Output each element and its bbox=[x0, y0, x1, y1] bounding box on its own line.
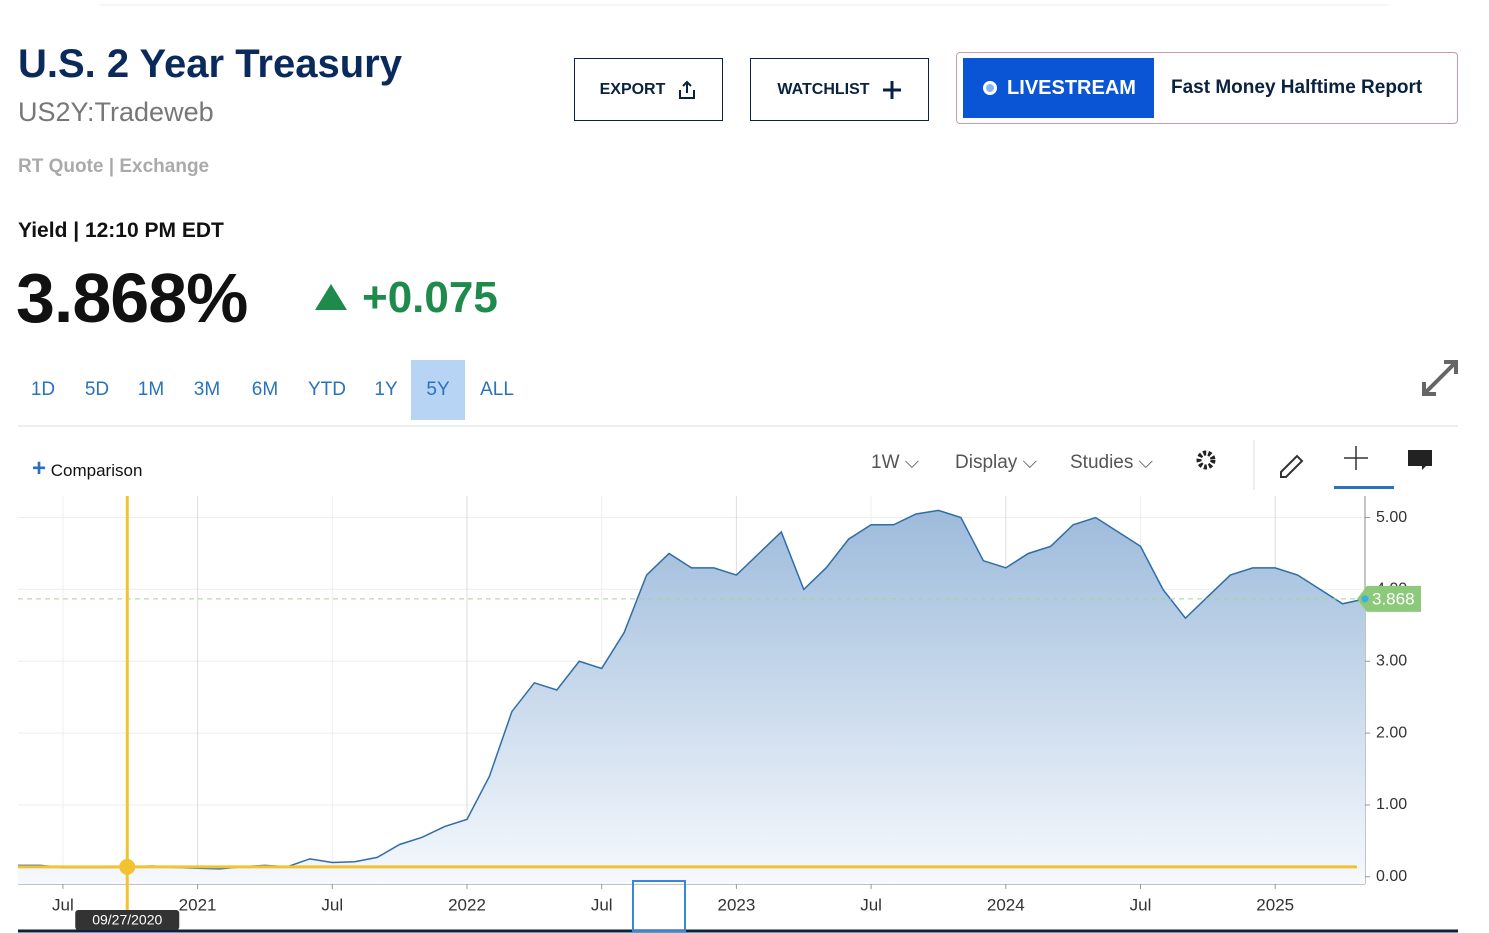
last-value-tag bbox=[1357, 585, 1421, 612]
livestream-box[interactable]: LIVESTREAM Fast Money Halftime Report bbox=[956, 52, 1458, 124]
last-value-label: 3.868 bbox=[1372, 589, 1415, 608]
title: U.S. 2 Year Treasury bbox=[18, 42, 402, 86]
x-tick-label: Jul bbox=[52, 895, 74, 914]
y-tick-label: 2.00 bbox=[1376, 724, 1407, 741]
export-label: EXPORT bbox=[599, 80, 666, 98]
last-point bbox=[1361, 595, 1369, 603]
range-tab[interactable]: 1Y bbox=[374, 379, 398, 400]
tool-icons bbox=[1196, 446, 1432, 489]
x-tick-label: Jul bbox=[591, 895, 613, 914]
crosshair-date-box bbox=[75, 910, 180, 930]
area bbox=[18, 510, 1365, 884]
range-tab[interactable]: 3M bbox=[193, 379, 221, 400]
x-tick-label: Jul bbox=[860, 895, 882, 914]
draw-icon[interactable] bbox=[1280, 454, 1304, 478]
x-tick-label: 2023 bbox=[717, 895, 755, 914]
livestream-button[interactable]: LIVESTREAM bbox=[963, 58, 1154, 118]
comparison-label: Comparison bbox=[50, 461, 143, 480]
comment-icon[interactable] bbox=[1408, 450, 1432, 470]
quote-label: Yield | 12:10 PM EDT bbox=[18, 219, 224, 242]
x-tick-label: 2025 bbox=[1256, 895, 1294, 914]
expand-icon[interactable] bbox=[1420, 358, 1460, 398]
show-name: Fast Money Halftime Report bbox=[1171, 77, 1423, 98]
y-tick-label: 0.00 bbox=[1376, 868, 1407, 885]
export-icon bbox=[679, 80, 696, 99]
range-tab[interactable]: 1M bbox=[137, 379, 165, 400]
price: 3.868% bbox=[16, 259, 248, 337]
y-tick-label: 5.00 bbox=[1376, 509, 1407, 526]
livestream-label: LIVESTREAM bbox=[1007, 76, 1136, 99]
range-tab[interactable]: ALL bbox=[480, 379, 514, 400]
display[interactable]: Display ⌵ bbox=[955, 452, 1037, 473]
change: +0.075 bbox=[362, 273, 498, 322]
crosshair-dot bbox=[119, 858, 136, 875]
export-button[interactable]: EXPORT bbox=[574, 58, 723, 121]
active-tool bbox=[1334, 486, 1394, 489]
interval[interactable]: 1W ⌵ bbox=[871, 452, 920, 473]
x-tick-label: 2021 bbox=[179, 895, 217, 914]
y-tick-label: 1.00 bbox=[1376, 796, 1407, 813]
display-label: Display bbox=[955, 452, 1018, 473]
symbol: US2Y:Tradeweb bbox=[18, 97, 214, 127]
x-tick-label: Jul bbox=[321, 895, 343, 914]
crosshair-date: 09/27/2020 bbox=[92, 912, 162, 928]
settings-icon[interactable] bbox=[1196, 450, 1216, 470]
range-tab[interactable]: 6M bbox=[251, 379, 279, 400]
range-tab[interactable]: 1D bbox=[30, 379, 56, 400]
y-tick-label: 3.00 bbox=[1376, 652, 1407, 669]
interval-label: 1W bbox=[871, 452, 900, 473]
range-tab[interactable]: YTD bbox=[308, 379, 346, 400]
studies[interactable]: Studies ⌵ bbox=[1070, 452, 1154, 473]
range-tab[interactable]: 5D bbox=[84, 379, 110, 400]
x-tick-label: Jul bbox=[1130, 895, 1152, 914]
range-tab[interactable]: 5Y bbox=[411, 360, 465, 420]
live-dot bbox=[983, 81, 998, 95]
up-arrow bbox=[315, 284, 347, 310]
quote-source: RT Quote | Exchange bbox=[18, 156, 210, 177]
watchlist-button[interactable]: WATCHLIST bbox=[750, 58, 929, 121]
navigator-handle bbox=[632, 880, 686, 932]
comparison[interactable]: + Comparison bbox=[32, 455, 143, 482]
x-tick-label: 2022 bbox=[448, 895, 486, 914]
crosshair-icon[interactable] bbox=[1344, 446, 1368, 470]
x-tick-label: 2024 bbox=[987, 895, 1025, 914]
plus-icon bbox=[882, 80, 901, 99]
watchlist-label: WATCHLIST bbox=[777, 80, 870, 98]
studies-label: Studies bbox=[1070, 452, 1134, 473]
